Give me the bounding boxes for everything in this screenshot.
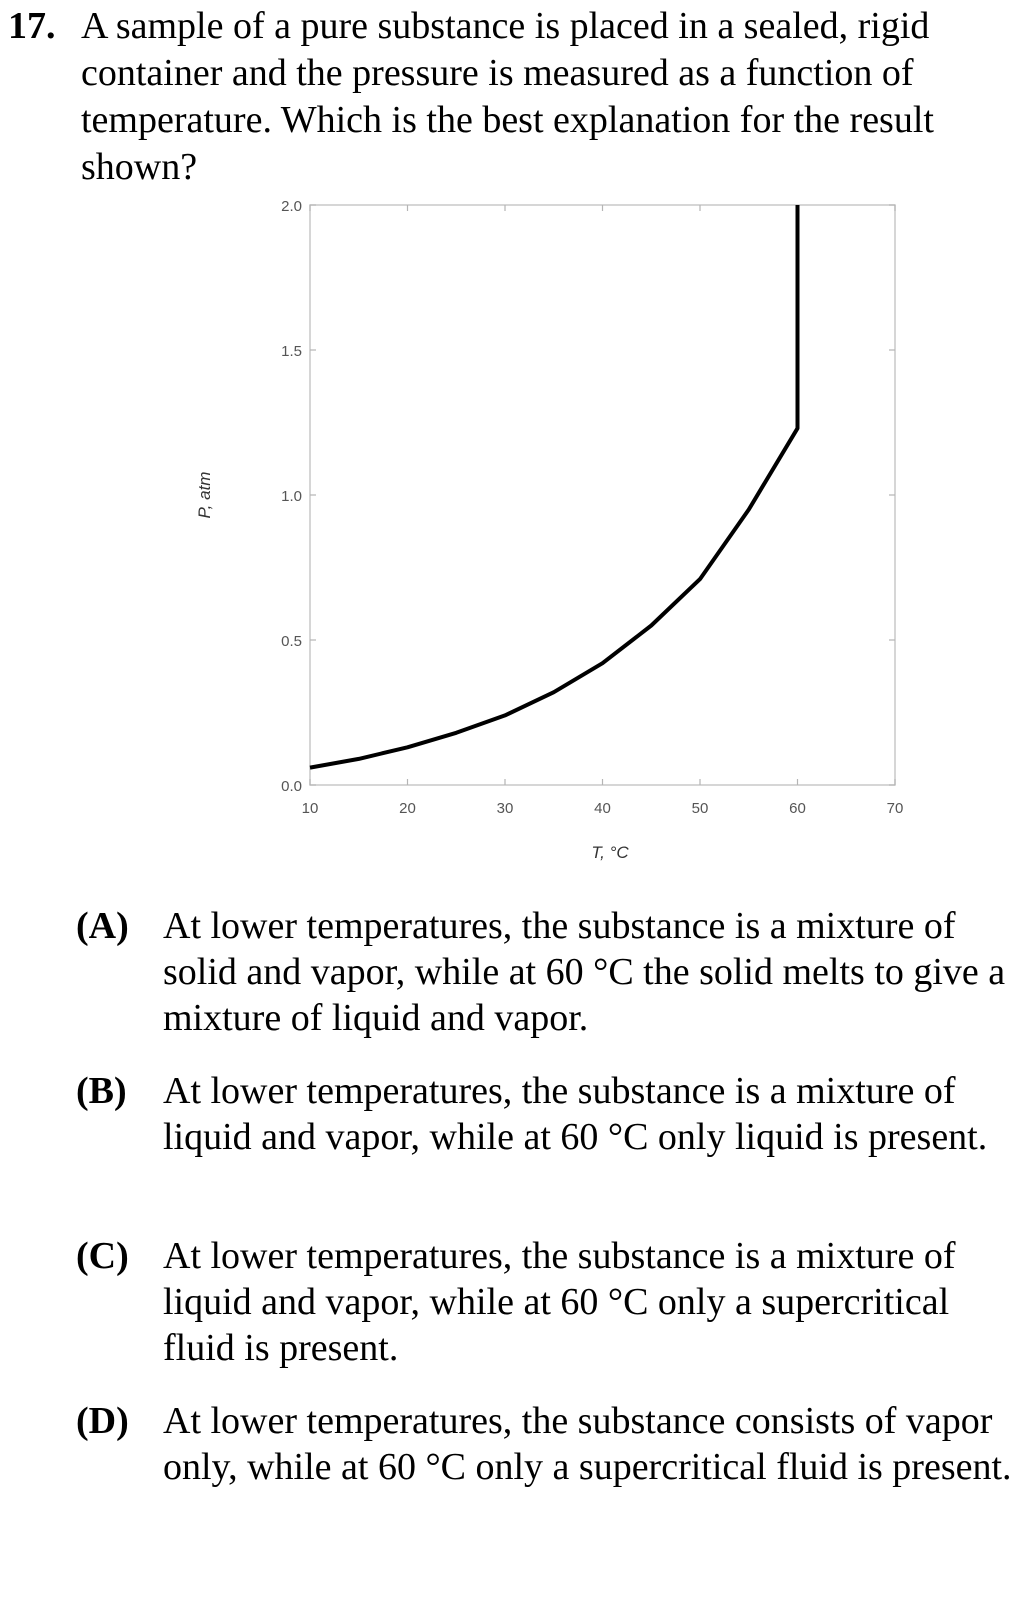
x-tick-label: 50 — [692, 800, 709, 817]
option-text: At lower temperatures, the substance con… — [163, 1400, 1012, 1488]
option-text: At lower temperatures, the substance is … — [163, 905, 1006, 1039]
axis-ticks: 10 20 30 40 50 60 70 0.0 0.5 1.0 1.5 2.0 — [281, 198, 903, 817]
x-tick-label: 60 — [789, 800, 806, 817]
pressure-temperature-chart: 10 20 30 40 50 60 70 0.0 0.5 1.0 1.5 2.0 T, °C P, a… — [190, 190, 930, 890]
y-tick-label: 0.5 — [281, 633, 302, 650]
x-tick-label: 10 — [302, 800, 319, 817]
plot-area-border — [309, 204, 896, 786]
y-tick-label: 0.0 — [281, 778, 302, 795]
option-label: (A) — [76, 905, 129, 947]
x-axis-label: T, °C — [591, 843, 629, 862]
question-number: 17. — [8, 5, 56, 47]
question-stem: A sample of a pure substance is placed i… — [81, 5, 934, 188]
y-tick-label: 1.0 — [281, 488, 302, 505]
x-tick-label: 20 — [399, 800, 416, 817]
chart-svg: 10 20 30 40 50 60 70 0.0 0.5 1.0 1.5 2.0 T, °C P, a… — [195, 198, 903, 862]
option-text: At lower temperatures, the substance is … — [163, 1235, 956, 1369]
y-axis-label: P, atm — [195, 472, 214, 519]
option-label: (D) — [76, 1400, 129, 1442]
series-layer — [309, 205, 800, 770]
option-text: At lower temperatures, the substance is … — [163, 1070, 988, 1158]
y-tick-label: 1.5 — [281, 343, 302, 360]
plot-frame — [309, 204, 896, 786]
series-line — [309, 205, 800, 770]
x-tick-label: 30 — [497, 800, 514, 817]
x-tick-label: 40 — [594, 800, 611, 817]
x-tick-label: 70 — [887, 800, 904, 817]
option-label: (B) — [76, 1070, 127, 1112]
y-tick-label: 2.0 — [281, 198, 302, 215]
option-label: (C) — [76, 1235, 129, 1277]
